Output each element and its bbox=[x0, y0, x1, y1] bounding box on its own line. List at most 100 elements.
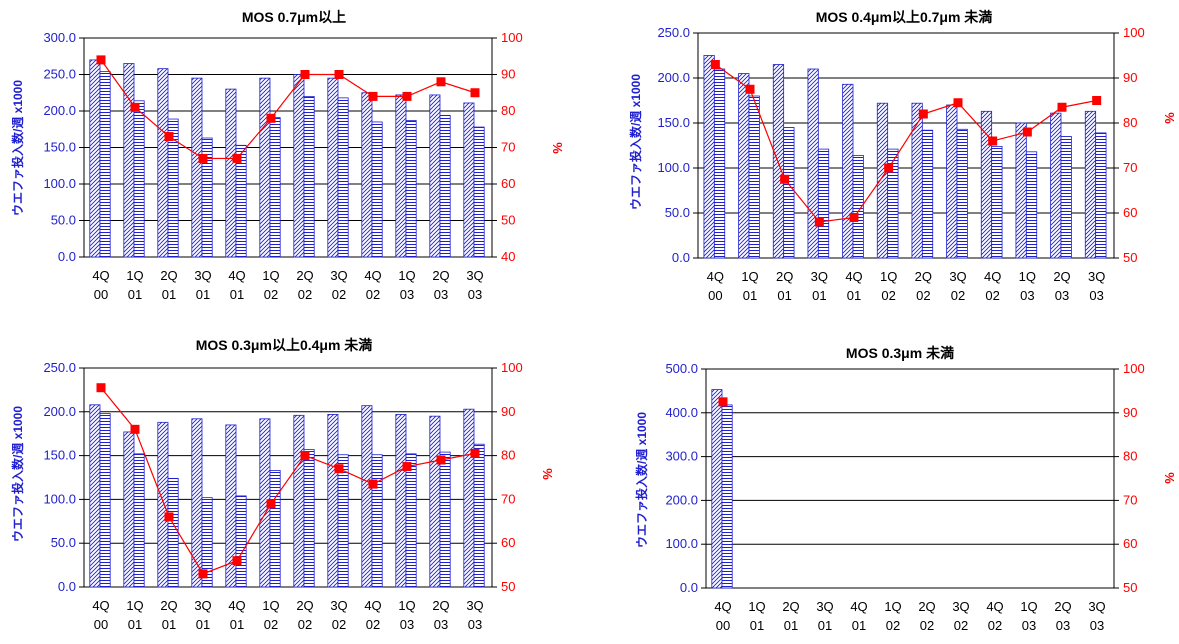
chart-title: MOS 0.3μm 未満 bbox=[846, 345, 954, 361]
line-marker bbox=[884, 163, 894, 173]
x-tick-label: 02 bbox=[298, 617, 312, 632]
line-marker bbox=[436, 455, 446, 465]
bar-diagonal bbox=[1084, 110, 1097, 259]
x-tick-label: 3Q bbox=[194, 598, 211, 613]
bar-horizontal bbox=[167, 477, 179, 588]
bar-horizontal bbox=[921, 129, 934, 259]
bar-diagonal bbox=[191, 418, 203, 588]
x-tick-label: 02 bbox=[332, 617, 346, 632]
bar-diagonal bbox=[395, 414, 407, 588]
left-tick-label: 200.0 bbox=[43, 404, 76, 419]
left-tick-label: 150.0 bbox=[43, 448, 76, 463]
x-tick-label: 03 bbox=[468, 287, 482, 302]
x-tick-label: 03 bbox=[1056, 618, 1070, 633]
x-tick-label: 2Q bbox=[160, 268, 177, 283]
bar-diagonal bbox=[327, 414, 339, 588]
x-tick-label: 01 bbox=[784, 618, 798, 633]
bar-horizontal bbox=[956, 128, 968, 259]
bar-diagonal bbox=[259, 77, 271, 258]
x-tick-label: 1Q bbox=[741, 269, 758, 284]
bar-diagonal bbox=[361, 92, 373, 258]
bar-horizontal bbox=[371, 454, 383, 588]
left-tick-label: 100.0 bbox=[665, 536, 698, 551]
left-tick-label: 300.0 bbox=[43, 30, 76, 45]
line-marker bbox=[96, 55, 106, 65]
x-tick-label: 02 bbox=[988, 618, 1002, 633]
bar-diagonal bbox=[711, 389, 723, 589]
bar-horizontal bbox=[1095, 132, 1107, 259]
left-axis-label: ウエファ投入数/週 x1000 bbox=[628, 74, 643, 210]
line-marker bbox=[266, 499, 276, 509]
x-tick-label: 01 bbox=[162, 617, 176, 632]
bar-diagonal bbox=[89, 404, 101, 588]
x-tick-label: 2Q bbox=[782, 599, 799, 614]
bar-horizontal bbox=[133, 453, 145, 588]
series-line bbox=[714, 64, 1097, 223]
bar-diagonal bbox=[738, 73, 750, 259]
x-tick-label: 2Q bbox=[1053, 269, 1070, 284]
bar-diagonal bbox=[123, 63, 135, 258]
bar-diagonal bbox=[429, 94, 441, 258]
left-tick-label: 300.0 bbox=[665, 449, 698, 464]
x-tick-label: 00 bbox=[716, 618, 730, 633]
bar-horizontal bbox=[201, 137, 213, 258]
bar-horizontal bbox=[167, 118, 179, 258]
line-marker bbox=[988, 136, 998, 146]
right-tick-label: 60 bbox=[501, 176, 515, 191]
bar-horizontal bbox=[201, 497, 213, 588]
line-marker bbox=[953, 98, 963, 108]
left-tick-label: 0.0 bbox=[58, 579, 76, 594]
left-tick-label: 150.0 bbox=[657, 115, 690, 130]
bar-horizontal bbox=[133, 100, 145, 258]
bar-diagonal bbox=[842, 83, 854, 259]
bar-horizontal bbox=[783, 127, 795, 259]
bar-horizontal bbox=[473, 443, 485, 588]
series-line bbox=[100, 387, 476, 575]
bar-horizontal bbox=[269, 470, 281, 588]
bar-horizontal bbox=[887, 148, 899, 259]
bar-horizontal bbox=[235, 144, 247, 258]
x-tick-label: 02 bbox=[881, 288, 895, 303]
right-tick-label: 70 bbox=[501, 140, 515, 155]
x-tick-label: 01 bbox=[743, 288, 757, 303]
line-marker bbox=[164, 512, 174, 522]
left-tick-label: 0.0 bbox=[58, 249, 76, 264]
right-axis-label: % bbox=[540, 468, 555, 480]
x-tick-label: 01 bbox=[818, 618, 832, 633]
left-tick-label: 250.0 bbox=[43, 67, 76, 82]
plot-area: 0.0 50.0 100.0 150.0 200.0 250.0 50 60 70 80 90 100… bbox=[657, 25, 1144, 303]
x-tick-label: 00 bbox=[708, 288, 722, 303]
bar-diagonal bbox=[1050, 112, 1062, 259]
line-marker bbox=[300, 70, 310, 79]
right-tick-label: 80 bbox=[1123, 115, 1137, 130]
x-tick-label: 03 bbox=[1020, 288, 1034, 303]
x-tick-label: 1Q bbox=[884, 599, 901, 614]
left-tick-label: 100.0 bbox=[657, 160, 690, 175]
bar-diagonal bbox=[395, 94, 407, 258]
x-tick-label: 1Q bbox=[880, 269, 897, 284]
x-tick-label: 02 bbox=[920, 618, 934, 633]
bar-horizontal bbox=[852, 154, 864, 259]
right-tick-label: 90 bbox=[501, 67, 515, 82]
line-marker bbox=[710, 60, 720, 69]
plot-area: 0.0 50.0 100.0 150.0 200.0 250.0 300.0 40 50 60 70… bbox=[43, 30, 522, 302]
bar-diagonal bbox=[123, 431, 135, 588]
right-tick-label: 60 bbox=[501, 535, 515, 550]
bar-horizontal bbox=[991, 145, 1003, 259]
line-marker bbox=[745, 84, 755, 94]
x-tick-label: 4Q bbox=[845, 269, 862, 284]
right-tick-label: 90 bbox=[1123, 405, 1137, 420]
bar-diagonal bbox=[1015, 122, 1027, 259]
right-tick-label: 70 bbox=[1123, 492, 1137, 507]
bar-horizontal bbox=[337, 97, 349, 258]
chart-mos-04-07: MOS 0.4μm以上0.7μm 未満 ウエファ投入数/週 x1000 % 0.… bbox=[628, 9, 1177, 303]
x-tick-label: 01 bbox=[128, 287, 142, 302]
x-tick-label: 3Q bbox=[1088, 599, 1105, 614]
bar-diagonal bbox=[807, 68, 819, 259]
line-marker bbox=[1022, 127, 1032, 137]
x-tick-label: 2Q bbox=[1054, 599, 1071, 614]
x-tick-label: 02 bbox=[985, 288, 999, 303]
right-tick-label: 50 bbox=[1123, 250, 1137, 265]
x-tick-label: 02 bbox=[264, 617, 278, 632]
